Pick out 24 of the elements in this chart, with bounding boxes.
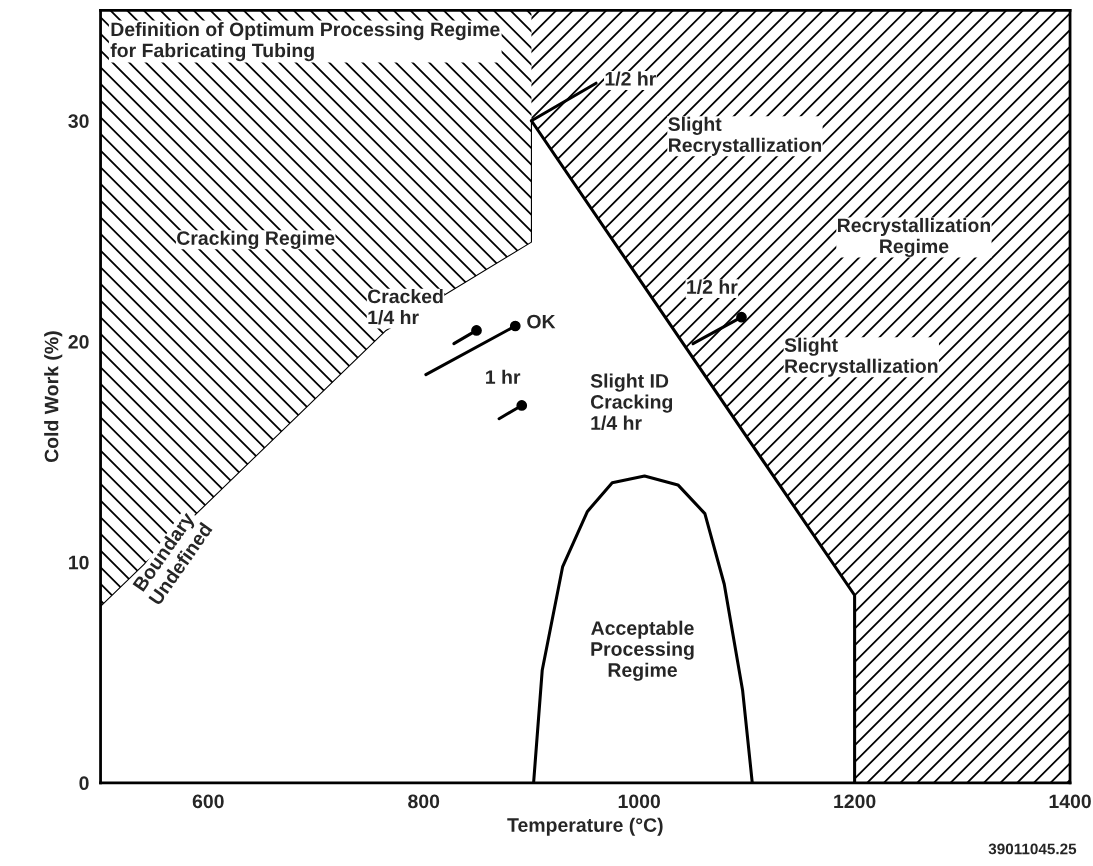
annotation: OK: [527, 314, 556, 329]
x-tick-label: 600: [192, 794, 224, 809]
annotation: Slight Recrystallization: [668, 116, 822, 156]
annotation: Acceptable Processing Regime: [591, 620, 694, 681]
annotation: Slight ID Cracking 1/4 hr: [590, 373, 673, 431]
text: 39011045.25: [988, 843, 1077, 855]
annotation: 1 hr: [486, 369, 521, 384]
annotation: Slight Recrystallization: [784, 337, 938, 377]
y-tick-label: 10: [69, 555, 89, 570]
y-tick-label: 0: [79, 776, 89, 791]
annotation: 1/2 hr: [687, 279, 738, 295]
x-tick-label: 1000: [618, 794, 660, 809]
annotation: 1/2 hr: [605, 71, 656, 86]
x-tick-label: 1400: [1049, 794, 1091, 809]
annotation: Cracking Regime: [177, 230, 335, 249]
y-axis-title: Cold Work (%): [44, 331, 63, 463]
y-tick-label: 30: [68, 114, 89, 129]
y-tick-label: 20: [68, 334, 89, 349]
x-tick-label: 1200: [834, 794, 876, 809]
annotation: Recrystallization Regime: [838, 217, 991, 258]
x-tick-label: 800: [408, 794, 440, 809]
x-axis-title: Temperature (°C): [507, 817, 663, 836]
annotation: Cracked 1/4 hr: [367, 289, 443, 325]
text: Definition of Optimum Processing Regime for Fabricating Tubing: [110, 21, 500, 62]
